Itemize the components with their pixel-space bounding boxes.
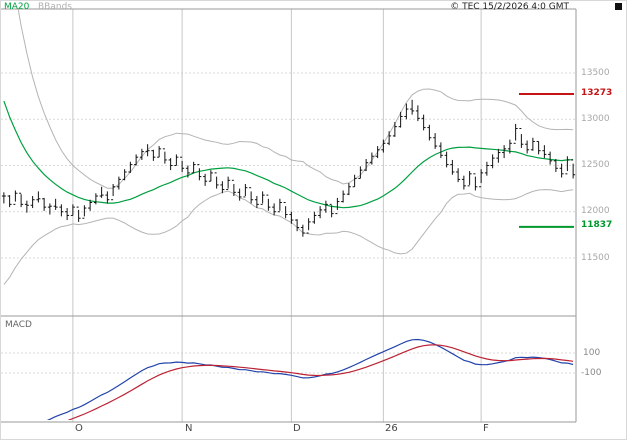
ma20-line — [3, 100, 574, 209]
price-axis-label-12500: 12500 — [581, 160, 610, 170]
x-axis-label-feb: F — [483, 423, 489, 434]
macd-signal-line — [67, 344, 574, 420]
copyright-text: © TEC 15/2/2026 4:0 GMT — [450, 2, 569, 12]
ohlc-bars — [1, 99, 576, 237]
corner-logo-icon — [615, 3, 622, 10]
x-axis-label-jan26: 26 — [385, 423, 398, 434]
price-axis-label-12000: 12000 — [581, 206, 610, 216]
bollinger-upper-line — [17, 9, 574, 189]
support-price-label: 11837 — [581, 220, 613, 230]
x-axis-label-oct: O — [75, 423, 83, 434]
macd-axis-label-neg: -100 — [581, 368, 602, 378]
x-axis-label-nov: N — [185, 423, 193, 434]
macd-panel-label: MACD — [5, 320, 32, 330]
legend-ma20-label: MA20 — [4, 2, 30, 12]
resistance-price-label: 13273 — [581, 88, 613, 98]
x-axis-label-dec: D — [293, 423, 301, 434]
panel-borders — [1, 8, 577, 423]
price-axis-label-11500: 11500 — [581, 253, 610, 263]
price-axis-label-13500: 13500 — [581, 68, 610, 78]
legend-bbands-label: BBands — [38, 2, 72, 12]
macd-axis-label-pos: 100 — [583, 348, 601, 358]
macd-line — [46, 338, 574, 420]
bollinger-lower-line — [3, 189, 574, 285]
price-axis-label-13000: 13000 — [581, 114, 610, 124]
